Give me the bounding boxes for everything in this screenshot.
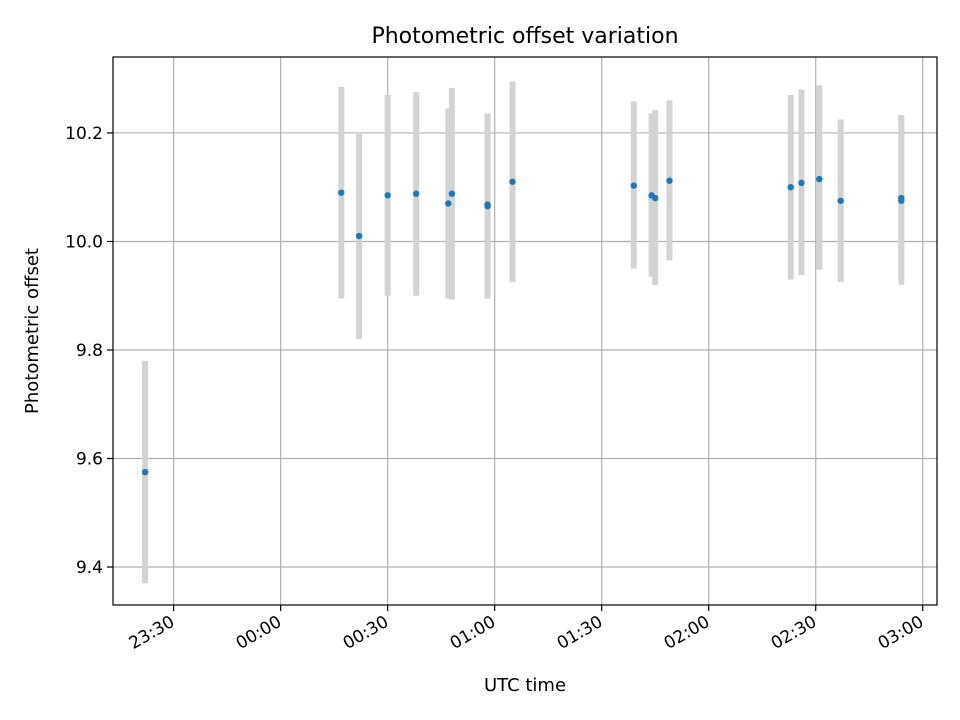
data-point (338, 189, 345, 196)
x-tick-label: 01:30 (554, 612, 606, 654)
x-tick-label: 23:30 (126, 612, 178, 654)
x-axis-ticks: 23:30 00:00 00:30 01:00 01:30 02:00 02:30 03:00 (126, 605, 927, 654)
x-tick-label: 01:00 (447, 612, 499, 654)
x-tick-label: 03:00 (875, 612, 927, 654)
data-point (448, 190, 456, 197)
data-point (898, 197, 905, 204)
data-point (798, 179, 805, 187)
x-tick-label: 00:00 (233, 612, 285, 654)
data-point (355, 232, 363, 240)
y-tick-label: 9.4 (76, 558, 103, 578)
plot-frame (112, 56, 938, 606)
data-point (509, 178, 516, 185)
y-axis-label: Photometric offset (22, 248, 43, 414)
chart-title: Photometric offset variation (371, 24, 678, 49)
data-point (384, 192, 391, 199)
y-axis-ticks: 9.4 9.6 9.8 10.0 10.2 (65, 124, 113, 578)
data-points (141, 175, 905, 476)
data-point (445, 200, 452, 207)
error-bars (142, 81, 905, 584)
data-point (141, 468, 149, 476)
y-tick-label: 10.0 (65, 232, 103, 252)
grid-lines (113, 57, 937, 605)
data-point (413, 190, 420, 197)
y-tick-label: 9.6 (76, 450, 103, 470)
data-point (484, 201, 491, 208)
x-tick-label: 02:30 (768, 612, 820, 654)
y-tick-label: 9.8 (76, 341, 103, 361)
data-point (651, 194, 659, 202)
data-point (787, 184, 794, 191)
data-point (666, 177, 673, 184)
data-point (816, 175, 823, 183)
data-point (837, 197, 844, 204)
x-tick-label: 02:00 (661, 612, 713, 654)
x-tick-label: 00:30 (340, 612, 392, 654)
x-axis-label: UTC time (484, 675, 566, 696)
y-tick-label: 10.2 (65, 124, 103, 144)
data-point (630, 182, 637, 189)
